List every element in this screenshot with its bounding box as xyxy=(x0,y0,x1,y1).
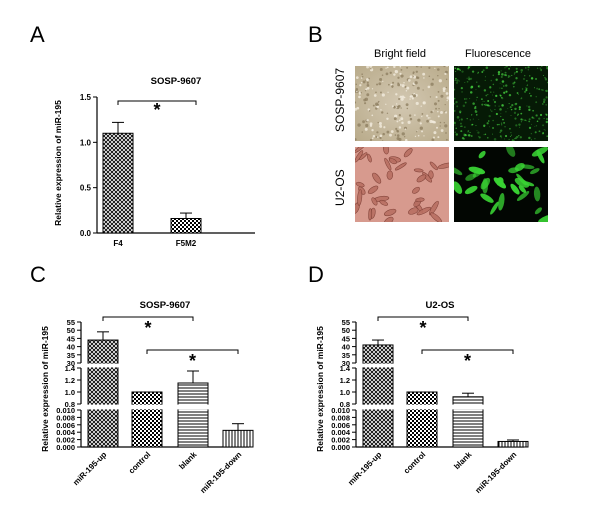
micrograph-sosp-bright-field xyxy=(355,66,449,141)
y-tick-label-d: 1.4 xyxy=(340,364,351,373)
bar-a-f5m2 xyxy=(170,217,202,234)
y-tick-label-d: 0.004 xyxy=(331,428,351,437)
y-tick-label-c: 0.000 xyxy=(56,443,75,452)
bar-d-control xyxy=(406,391,438,448)
bar-c-mir-195-down xyxy=(222,429,254,448)
panel-letter-d: D xyxy=(308,262,324,287)
column-header-fluorescence: Fluorescence xyxy=(465,48,532,60)
y-tick-label-d: 0.8 xyxy=(340,400,350,409)
y-tick-label-c: 1.0 xyxy=(65,388,75,397)
row-header-u2-os: U2-OS xyxy=(333,169,347,206)
axis-break-gap-d xyxy=(452,404,484,410)
panel-letter-a: A xyxy=(30,22,45,47)
axis-break-gap-d xyxy=(362,363,394,368)
y-tick-label-d: 0.008 xyxy=(331,413,350,422)
y-tick-label-c: 40 xyxy=(67,343,75,352)
bar-c-blank xyxy=(177,382,209,448)
y-tick-label-d: 0.010 xyxy=(331,406,350,415)
bar-a-f4 xyxy=(102,132,134,234)
y-tick-label-c: 0.8 xyxy=(65,400,75,409)
significance-star-d: * xyxy=(464,351,471,371)
significance-bracket-d xyxy=(421,349,514,354)
panel-letter-c: C xyxy=(30,262,46,287)
axis-break-gap-c xyxy=(131,404,163,410)
bar-d-mir-195-down xyxy=(497,440,529,448)
x-tick-label-c: miR-195-up xyxy=(71,450,108,487)
axis-break-gap-c xyxy=(87,363,119,368)
chart-title-a: SOSP-9607 xyxy=(151,76,202,87)
chart-title-c: SOSP-9607 xyxy=(140,300,191,311)
axis-break-gap-c xyxy=(87,404,119,410)
axis-break-gap-d xyxy=(362,404,394,410)
y-tick-label-c: 0.008 xyxy=(56,413,75,422)
y-tick-label-c: 0.002 xyxy=(56,436,75,445)
y-tick-label-d: 1.0 xyxy=(340,388,350,397)
column-header-bright-field: Bright field xyxy=(374,48,426,60)
x-tick-label-c: control xyxy=(127,450,153,476)
y-tick-label-c: 45 xyxy=(67,334,75,343)
row-header-sosp-9607: SOSP-9607 xyxy=(333,67,347,132)
x-tick-label-c: miR-195-down xyxy=(198,450,243,495)
significance-star-a: * xyxy=(153,100,160,120)
significance-star-d: * xyxy=(419,318,426,338)
y-tick-label-d: 35 xyxy=(342,351,350,360)
y-tick-label-c: 1.4 xyxy=(65,364,76,373)
x-tick-label-a: F4 xyxy=(113,239,123,248)
x-tick-label-d: miR-195-up xyxy=(346,450,383,487)
y-tick-label-c: 50 xyxy=(67,326,75,335)
panel-letter-b: B xyxy=(308,22,323,47)
y-tick-label-a: 0.5 xyxy=(80,184,92,193)
y-tick-label-c: 1.2 xyxy=(65,376,75,385)
significance-bracket-a xyxy=(117,100,197,105)
significance-star-c: * xyxy=(144,318,151,338)
y-tick-label-c: 35 xyxy=(67,351,75,360)
y-tick-label-d: 0.000 xyxy=(331,443,350,452)
y-tick-label-a: 0.0 xyxy=(80,229,92,238)
y-tick-label-d: 45 xyxy=(342,334,350,343)
bar-d-mir-195-up xyxy=(362,344,394,448)
x-tick-label-d: blank xyxy=(452,450,474,472)
y-axis-label-d: Relative expression of miR-195 xyxy=(315,326,325,452)
x-tick-label-a: F5M2 xyxy=(176,239,197,248)
significance-bracket-c xyxy=(146,349,239,354)
micrograph-u2os-bright-field xyxy=(355,147,449,222)
y-tick-label-c: 0.006 xyxy=(56,421,75,430)
y-axis-label-c: Relative expression of miR-195 xyxy=(40,326,50,452)
y-tick-label-c: 55 xyxy=(67,318,75,327)
y-tick-label-d: 30 xyxy=(342,359,350,368)
axis-break-gap-c xyxy=(177,404,209,410)
significance-bracket-d xyxy=(377,316,469,321)
y-tick-label-d: 40 xyxy=(342,343,350,352)
y-axis-label-a: Relative expression of miR-195 xyxy=(53,100,63,226)
y-tick-label-c: 0.010 xyxy=(56,406,75,415)
bar-d-blank xyxy=(452,396,484,448)
x-tick-label-c: blank xyxy=(177,450,199,472)
y-tick-label-d: 1.2 xyxy=(340,376,350,385)
micrograph-u2os-fluorescence xyxy=(454,147,548,222)
bar-c-mir-195-up xyxy=(87,339,119,448)
y-tick-label-c: 30 xyxy=(67,359,75,368)
axis-break-gap-d xyxy=(406,404,438,410)
y-tick-label-d: 50 xyxy=(342,326,350,335)
y-tick-label-a: 1.0 xyxy=(80,138,92,147)
y-tick-label-c: 0.004 xyxy=(56,428,76,437)
y-tick-label-d: 0.006 xyxy=(331,421,350,430)
micrograph-sosp-fluorescence xyxy=(454,66,548,141)
significance-star-c: * xyxy=(189,351,196,371)
x-tick-label-d: control xyxy=(402,450,428,476)
x-tick-label-d: miR-195-down xyxy=(473,450,518,495)
chart-title-d: U2-OS xyxy=(425,300,454,311)
bar-c-control xyxy=(131,391,163,448)
y-tick-label-a: 1.5 xyxy=(80,93,92,102)
significance-bracket-c xyxy=(102,316,194,321)
y-tick-label-d: 0.002 xyxy=(331,436,350,445)
y-tick-label-d: 55 xyxy=(342,318,350,327)
